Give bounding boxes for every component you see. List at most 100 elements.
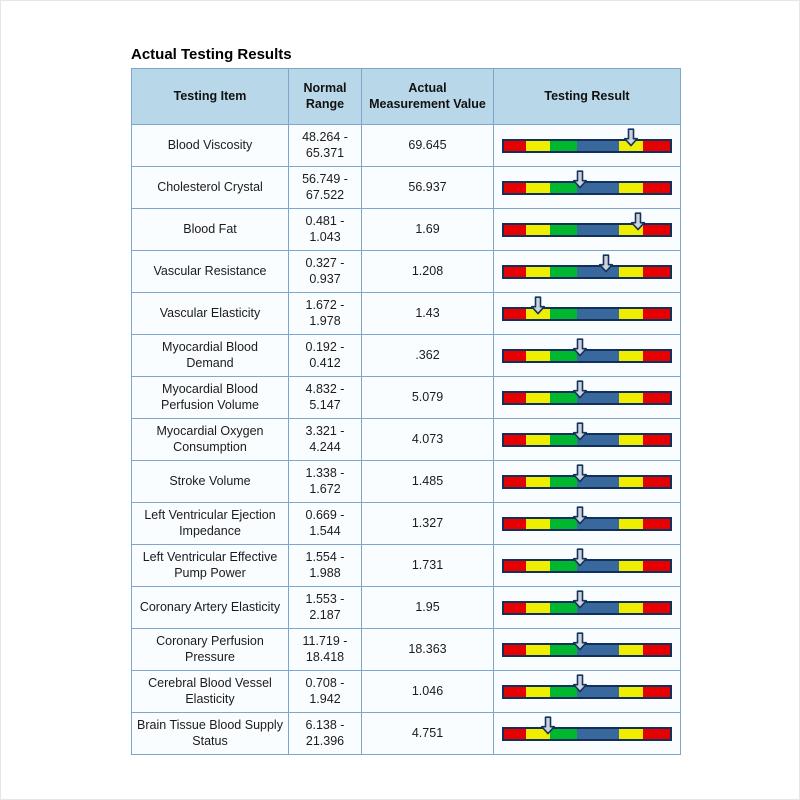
testing-item-cell: Coronary Perfusion Pressure bbox=[131, 628, 289, 671]
gauge-bar bbox=[502, 180, 672, 195]
gauge-bar bbox=[502, 726, 672, 741]
testing-item-cell: Blood Fat bbox=[131, 208, 289, 251]
table-row: Brain Tissue Blood Supply Status 6.138 -… bbox=[131, 712, 681, 755]
normal-range-cell: 0.481 - 1.043 bbox=[288, 208, 362, 251]
segment-red-right bbox=[643, 182, 670, 193]
result-gauge bbox=[502, 505, 672, 531]
testing-result-cell bbox=[493, 376, 681, 419]
gauge-bar bbox=[502, 432, 672, 447]
segment-red-left bbox=[504, 644, 526, 655]
segment-yellow-left bbox=[525, 476, 551, 487]
segment-red-left bbox=[504, 350, 526, 361]
result-gauge bbox=[502, 631, 672, 657]
segment-blue bbox=[577, 476, 619, 487]
segment-green bbox=[550, 476, 578, 487]
testing-item-cell: Myocardial Oxygen Consumption bbox=[131, 418, 289, 461]
segment-red-right bbox=[643, 308, 670, 319]
segment-green bbox=[550, 644, 578, 655]
down-arrow-icon bbox=[573, 631, 588, 651]
segment-blue bbox=[577, 308, 619, 319]
result-gauge bbox=[502, 127, 672, 153]
down-arrow-icon bbox=[624, 127, 639, 147]
gauge-bar bbox=[502, 684, 672, 699]
segment-red-left bbox=[504, 560, 526, 571]
table-body: Blood Viscosity 48.264 - 65.371 69.645 C… bbox=[131, 124, 681, 755]
result-gauge bbox=[502, 169, 672, 195]
normal-range-cell: 0.708 - 1.942 bbox=[288, 670, 362, 713]
testing-result-cell bbox=[493, 712, 681, 755]
segment-red-left bbox=[504, 224, 526, 235]
segment-red-right bbox=[643, 518, 670, 529]
measurement-value-cell: 1.046 bbox=[361, 670, 494, 713]
segment-yellow-right bbox=[618, 728, 644, 739]
segment-red-left bbox=[504, 602, 526, 613]
segment-green bbox=[550, 518, 578, 529]
segment-green bbox=[550, 728, 578, 739]
result-gauge bbox=[502, 337, 672, 363]
segment-yellow-left bbox=[525, 140, 551, 151]
testing-item-cell: Myocardial Blood Perfusion Volume bbox=[131, 376, 289, 419]
segment-red-right bbox=[643, 266, 670, 277]
measurement-value-cell: 4.073 bbox=[361, 418, 494, 461]
segment-red-right bbox=[643, 728, 670, 739]
segment-yellow-left bbox=[525, 686, 551, 697]
segment-red-left bbox=[504, 686, 526, 697]
table-row: Vascular Elasticity 1.672 - 1.978 1.43 bbox=[131, 292, 681, 335]
testing-result-cell bbox=[493, 166, 681, 209]
segment-yellow-left bbox=[525, 602, 551, 613]
segment-blue bbox=[577, 350, 619, 361]
down-arrow-icon bbox=[573, 169, 588, 189]
testing-result-cell bbox=[493, 124, 681, 167]
segment-red-left bbox=[504, 728, 526, 739]
segment-yellow-left bbox=[525, 560, 551, 571]
testing-result-cell bbox=[493, 334, 681, 377]
segment-yellow-right bbox=[618, 308, 644, 319]
header-row: Testing Item Normal Range Actual Measure… bbox=[131, 68, 681, 125]
segment-blue bbox=[577, 434, 619, 445]
down-arrow-icon bbox=[540, 715, 555, 735]
down-arrow-icon bbox=[573, 421, 588, 441]
segment-blue bbox=[577, 644, 619, 655]
testing-result-cell bbox=[493, 250, 681, 293]
segment-red-left bbox=[504, 434, 526, 445]
segment-blue bbox=[577, 518, 619, 529]
table-row: Blood Viscosity 48.264 - 65.371 69.645 bbox=[131, 124, 681, 167]
segment-green bbox=[550, 602, 578, 613]
testing-result-cell bbox=[493, 292, 681, 335]
table-row: Myocardial Oxygen Consumption 3.321 - 4.… bbox=[131, 418, 681, 461]
down-arrow-icon bbox=[530, 295, 545, 315]
segment-yellow-left bbox=[525, 728, 551, 739]
measurement-value-cell: 1.208 bbox=[361, 250, 494, 293]
segment-green bbox=[550, 560, 578, 571]
results-table: Testing Item Normal Range Actual Measure… bbox=[131, 68, 681, 755]
testing-item-cell: Cholesterol Crystal bbox=[131, 166, 289, 209]
segment-red-right bbox=[643, 644, 670, 655]
segment-red-right bbox=[643, 392, 670, 403]
segment-red-left bbox=[504, 182, 526, 193]
measurement-value-cell: 56.937 bbox=[361, 166, 494, 209]
result-gauge bbox=[502, 589, 672, 615]
result-gauge bbox=[502, 379, 672, 405]
down-arrow-icon bbox=[630, 211, 646, 231]
segment-yellow-right bbox=[618, 350, 644, 361]
segment-yellow-left bbox=[525, 350, 551, 361]
down-arrow-icon bbox=[573, 547, 588, 567]
testing-result-cell bbox=[493, 586, 681, 629]
normal-range-cell: 1.672 - 1.978 bbox=[288, 292, 362, 335]
segment-yellow-left bbox=[525, 434, 551, 445]
down-arrow-icon bbox=[573, 505, 588, 525]
segment-blue bbox=[577, 266, 619, 277]
table-row: Cholesterol Crystal 56.749 - 67.522 56.9… bbox=[131, 166, 681, 209]
segment-blue bbox=[577, 728, 619, 739]
normal-range-cell: 56.749 - 67.522 bbox=[288, 166, 362, 209]
down-arrow-icon bbox=[598, 253, 613, 273]
table-row: Left Ventricular Effective Pump Power 1.… bbox=[131, 544, 681, 587]
gauge-bar bbox=[502, 558, 672, 573]
measurement-value-cell: 69.645 bbox=[361, 124, 494, 167]
measurement-value-cell: 4.751 bbox=[361, 712, 494, 755]
table-row: Myocardial Blood Perfusion Volume 4.832 … bbox=[131, 376, 681, 419]
measurement-value-cell: 1.731 bbox=[361, 544, 494, 587]
result-gauge bbox=[502, 295, 672, 321]
testing-item-cell: Cerebral Blood Vessel Elasticity bbox=[131, 670, 289, 713]
gauge-bar bbox=[502, 600, 672, 615]
